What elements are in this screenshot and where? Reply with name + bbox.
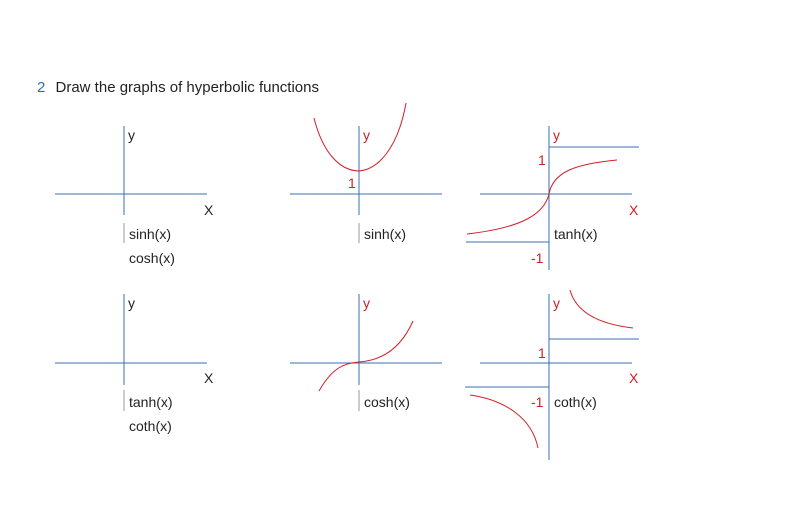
x-label: X	[204, 370, 214, 386]
func-label-tanh: tanh(x)	[554, 226, 598, 242]
y-label: y	[128, 127, 135, 143]
cosh-curve	[313, 102, 407, 172]
y-label: y	[363, 127, 370, 143]
panel-coth-graph: y 1 X -1 coth(x)	[465, 289, 639, 460]
y-label: y	[363, 295, 370, 311]
tick-label-one: 1	[538, 152, 546, 168]
x-label: X	[629, 202, 639, 218]
func-label-coth: coth(x)	[554, 394, 597, 410]
coth-curve-right	[569, 289, 634, 329]
func-label-tanh: tanh(x)	[129, 394, 173, 410]
panel-tanh-graph: y 1 X tanh(x) -1	[466, 126, 639, 270]
exercise-text: Draw the graphs of hyperbolic functions	[55, 79, 319, 96]
panel-blank-sinh-cosh: y X sinh(x) cosh(x)	[55, 126, 214, 266]
tick-label-one: 1	[538, 345, 546, 361]
exercise-number: 2	[37, 79, 46, 96]
slide-title: 2 Draw the graphs of hyperbolic function…	[37, 79, 319, 96]
tick-label-one: 1	[348, 175, 356, 191]
panel-sinh-graph: y cosh(x)	[290, 294, 442, 411]
func-label-sinh: sinh(x)	[364, 226, 406, 242]
func-label-cosh: cosh(x)	[364, 394, 410, 410]
panel-cosh-graph: y 1 sinh(x)	[290, 102, 442, 243]
y-label: y	[553, 295, 560, 311]
x-label: X	[204, 202, 214, 218]
x-label: X	[629, 370, 639, 386]
func-label-sinh: sinh(x)	[129, 226, 171, 242]
func-label-coth: coth(x)	[129, 418, 172, 434]
tick-label-minus-one: -1	[531, 250, 544, 266]
y-label: y	[128, 295, 135, 311]
y-label: y	[553, 127, 560, 143]
coth-curve-left	[469, 394, 539, 449]
panel-blank-tanh-coth: y X tanh(x) coth(x)	[55, 294, 214, 434]
sinh-curve	[318, 320, 414, 392]
func-label-cosh: cosh(x)	[129, 250, 175, 266]
tanh-curve	[466, 159, 618, 235]
tick-label-minus-one: -1	[531, 394, 544, 410]
